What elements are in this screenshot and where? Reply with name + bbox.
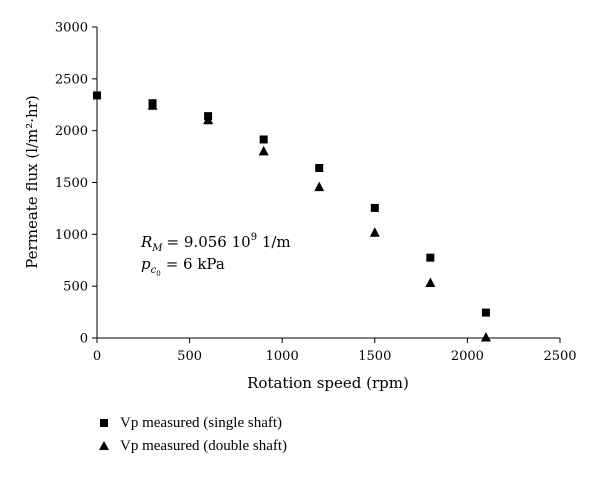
double-shaft-point xyxy=(314,181,325,192)
y-tick-label: 2500 xyxy=(55,72,88,87)
square-marker-icon xyxy=(98,417,110,429)
x-ticks: 0 500 1000 1500 2000 2500 xyxy=(93,338,577,364)
single-shaft-point xyxy=(481,308,490,317)
x-tick-label: 2000 xyxy=(451,349,484,364)
single-shaft-point xyxy=(259,135,268,144)
x-tick-label: 2500 xyxy=(543,349,576,364)
single-shaft-point xyxy=(315,163,324,172)
double-shaft-point xyxy=(147,100,158,110)
y-ticks: 0 500 1000 1500 2000 2500 3000 xyxy=(55,21,97,347)
double-shaft-point xyxy=(480,331,491,342)
chart: 0 500 1000 1500 2000 2500 0 500 1000 1500 2000 250… xyxy=(23,21,577,393)
double-shaft-point xyxy=(369,227,380,237)
x-tick-label: 0 xyxy=(93,349,101,364)
y-tick-label: 2000 xyxy=(55,124,88,139)
double-shaft-point xyxy=(425,277,436,288)
double-shaft-point xyxy=(258,145,269,156)
axes xyxy=(96,27,560,339)
triangle-marker-icon xyxy=(98,440,110,452)
legend-item-single-shaft: Vp measured (single shaft) xyxy=(98,413,282,433)
x-tick-label: 500 xyxy=(177,349,202,364)
annotation-rm: RM = 9.056 109 1/m xyxy=(140,232,291,254)
legend-label-double-shaft: Vp measured (double shaft) xyxy=(120,437,288,454)
single-shaft-point xyxy=(426,253,435,262)
y-tick-label: 1000 xyxy=(55,228,88,243)
x-axis-title: Rotation speed (rpm) xyxy=(247,374,409,392)
svg-text:RM= 9.056 109 1/m: RM = 9.056 109 1/m xyxy=(140,232,291,254)
legend-label-single-shaft: Vp measured (single shaft) xyxy=(120,414,283,431)
y-tick-label: 3000 xyxy=(55,21,88,36)
legend-item-double-shaft: Vp measured (double shaft) xyxy=(98,436,287,456)
y-tick-label: 0 xyxy=(80,332,88,347)
annotation-pc: pc0= 6 kPa xyxy=(141,255,225,278)
y-tick-label: 1500 xyxy=(55,176,88,191)
single-shaft-point xyxy=(370,203,379,212)
x-tick-label: 1000 xyxy=(266,349,299,364)
svg-text:pc0= 6 kPa: pc0= 6 kPa xyxy=(141,255,225,278)
single-shaft-point xyxy=(93,91,101,100)
y-axis-title: Permeate flux (l/m²·hr) xyxy=(23,95,41,268)
x-tick-label: 1500 xyxy=(358,349,391,364)
data-points xyxy=(93,91,491,342)
y-tick-label: 500 xyxy=(63,280,88,295)
double-shaft-point xyxy=(203,114,214,125)
